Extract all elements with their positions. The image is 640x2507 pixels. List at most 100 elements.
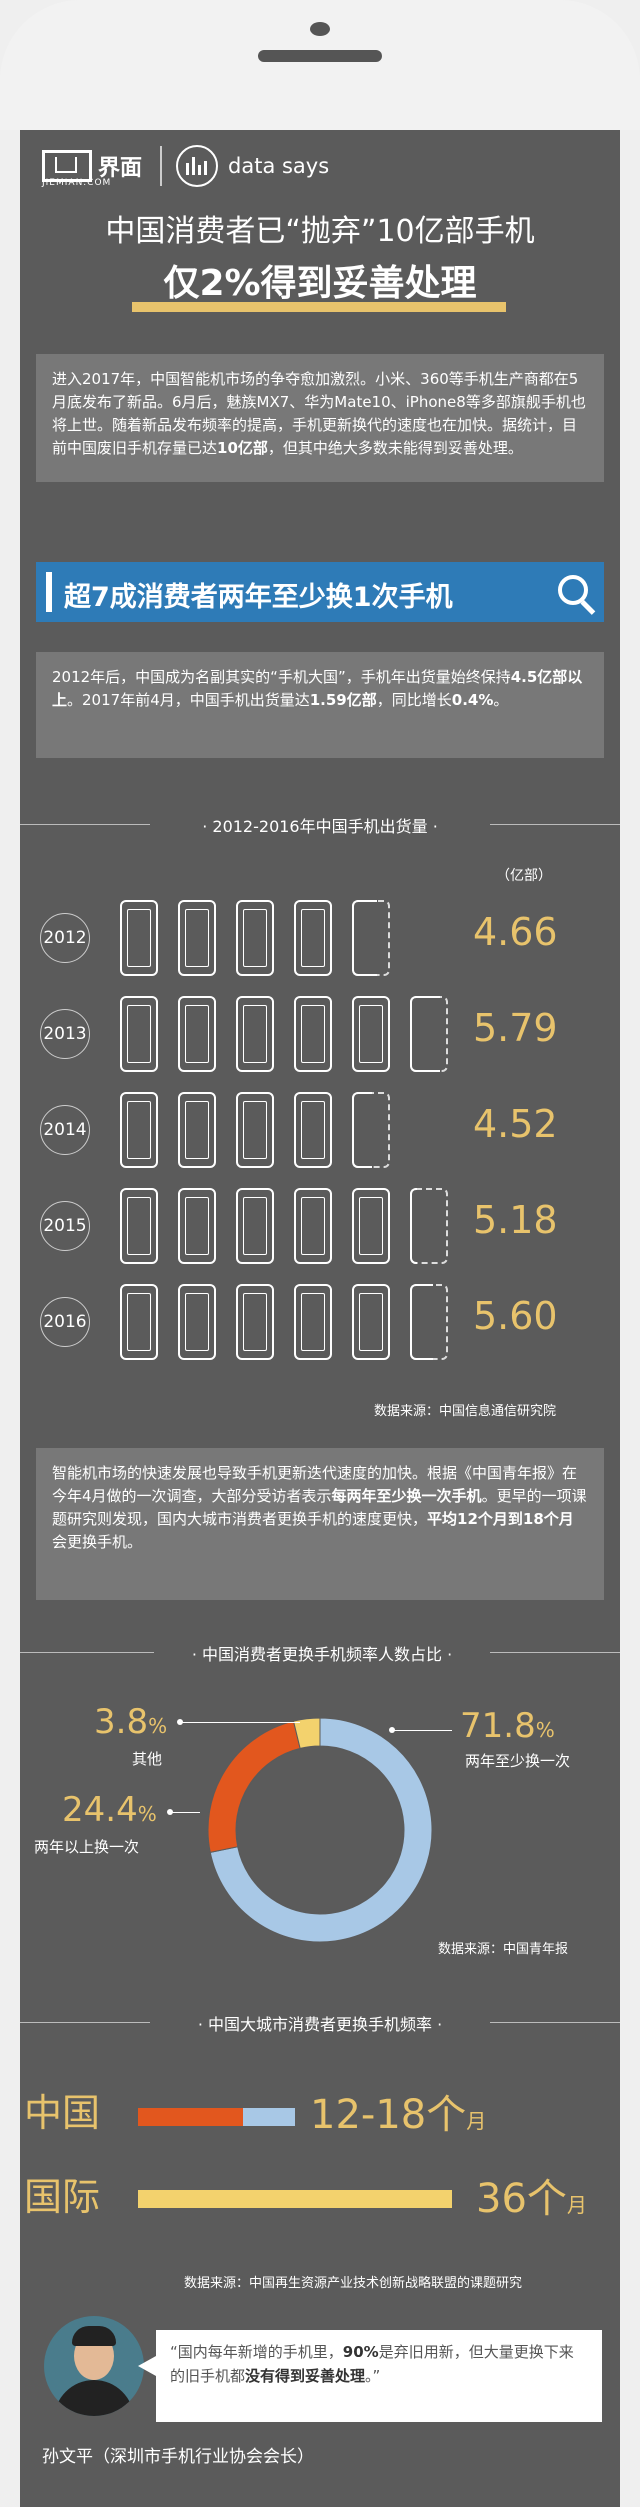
leader-line <box>392 1730 452 1731</box>
phone-icon <box>178 1284 216 1360</box>
freq-title: · 中国大城市消费者更换手机频率 · <box>150 2011 490 2035</box>
china-value-unit: 个 <box>426 2092 467 2138</box>
partial-phone-icon <box>410 996 448 1072</box>
phone-icon <box>120 996 158 1072</box>
phone-icon <box>120 1284 158 1360</box>
phone-icon <box>294 996 332 1072</box>
survey-text-3: 会更换手机。 <box>52 1533 143 1551</box>
intl-value-number: 36 <box>476 2176 527 2222</box>
intl-label: 国际 <box>24 2175 101 2219</box>
phone-icon <box>236 1284 274 1360</box>
partial-phone-icon <box>352 1092 390 1168</box>
stats-text-2: 。2017年前4月，中国手机出货量达 <box>67 691 310 709</box>
phone-row <box>120 1188 448 1268</box>
china-value-number: 12-18 <box>310 2092 427 2138</box>
intl-value-month: 月 <box>566 2193 587 2217</box>
phone-icon <box>352 996 390 1072</box>
year-label: 2016 <box>40 1297 90 1347</box>
donut-slice <box>292 1717 321 1749</box>
phone-icon <box>236 1092 274 1168</box>
leader-dot <box>167 1809 173 1815</box>
year-label: 2013 <box>40 1009 90 1059</box>
phone-row <box>120 996 448 1076</box>
search-icon-handle <box>580 600 596 615</box>
year-label: 2014 <box>40 1105 90 1155</box>
banner-text: 超7成消费者两年至少换1次手机 <box>64 582 453 613</box>
stats-bold-1: 4.5亿部以上 <box>52 668 583 709</box>
phone-icon <box>236 900 274 976</box>
leader-dot <box>177 1719 183 1725</box>
intl-value-unit: 个 <box>526 2176 567 2222</box>
partial-phone-icon <box>410 1188 448 1264</box>
stats-paragraph: 2012年后，中国成为名副其实的“手机大国”，手机年出货量始终保持4.5亿部以上… <box>36 652 604 758</box>
survey-text-1: 智能机市场的快速发展也导致手机更新迭代速度的加快。根据《中国青年报》在今年4月做… <box>52 1464 578 1505</box>
intl-bar-fill <box>138 2190 452 2208</box>
phone-icon <box>178 996 216 1072</box>
phone-icon <box>294 1092 332 1168</box>
quote-text-1: “国内每年新增的手机里， <box>170 2343 343 2361</box>
donut-category-label: 其他 <box>132 1750 163 1768</box>
china-value-month: 月 <box>466 2109 487 2133</box>
stats-text-1: 2012年后，中国成为名副其实的“手机大国”，手机年出货量始终保持 <box>52 668 511 686</box>
shipment-value: 4.52 <box>473 1102 558 1146</box>
donut-category-label: 两年至少换一次 <box>465 1752 571 1770</box>
donut-percent: 71.8% <box>460 1706 555 1746</box>
intro-paragraph: 进入2017年，中国智能机市场的争夺愈加激烈。小米、360等手机生产商都在5月底… <box>36 354 604 482</box>
phone-icon <box>178 900 216 976</box>
page-title: 中国消费者已“抛弃”10亿部手机 <box>105 214 535 249</box>
phone-icon <box>352 1284 390 1360</box>
section-banner: 超7成消费者两年至少换1次手机 <box>36 562 604 622</box>
title-underline <box>132 302 506 312</box>
intro-text-2: ，但其中绝大多数未能得到妥善处理。 <box>267 439 523 457</box>
freq-source: 数据来源：中国再生资源产业技术创新战略联盟的课题研究 <box>184 2276 523 2291</box>
intl-value: 36个月 <box>476 2166 587 2224</box>
donut-percent: 24.4% <box>62 1790 157 1830</box>
phone-icon <box>294 1188 332 1264</box>
year-label: 2012 <box>40 913 90 963</box>
quote-box: “国内每年新增的手机里，90%是弃旧用新，但大量更换下来的旧手机都没有得到妥善处… <box>156 2330 602 2422</box>
stats-bold-3: 0.4% <box>451 691 494 709</box>
phone-icon <box>178 1092 216 1168</box>
year-label: 2015 <box>40 1201 90 1251</box>
brand-url: JIEMIAN.COM <box>42 178 112 188</box>
donut-chart <box>207 1717 433 1943</box>
quote-bold-1: 90% <box>342 2343 379 2361</box>
data-says-label: data says <box>228 154 330 178</box>
stats-bold-2: 1.59亿部 <box>309 691 377 709</box>
phone-icon <box>120 1092 158 1168</box>
quote-text-3: 。” <box>365 2367 381 2385</box>
phone-icon <box>352 1188 390 1264</box>
shipment-value: 5.60 <box>473 1294 558 1338</box>
donut-hole <box>237 1747 403 1913</box>
leader-dot <box>389 1727 395 1733</box>
leader-line <box>180 1722 300 1723</box>
donut-slice <box>209 1717 433 1943</box>
china-bar-min <box>138 2108 243 2126</box>
china-value: 12-18个月 <box>310 2082 486 2140</box>
stats-text-4: 。 <box>493 691 509 709</box>
brand-name: 界面 <box>98 156 143 181</box>
avatar <box>44 2316 144 2416</box>
donut-source: 数据来源：中国青年报 <box>438 1942 569 1957</box>
brand-header: 界面 JIEMIAN.COM data says <box>42 144 329 188</box>
intro-bold-1: 10亿部 <box>217 439 268 457</box>
survey-bold-1: 每两年至少换一次手机 <box>331 1487 482 1505</box>
phone-icon <box>120 900 158 976</box>
phone-icon <box>120 1188 158 1264</box>
brand-divider <box>160 146 163 186</box>
china-label: 中国 <box>24 2091 101 2135</box>
banner-bar <box>46 572 52 612</box>
shipments-source: 数据来源：中国信息通信研究院 <box>374 1404 557 1419</box>
partial-phone-icon <box>410 1284 448 1360</box>
survey-bold-2: 平均12个月到18个月 <box>427 1510 574 1528</box>
page-subtitle: 仅2%得到妥善处理 <box>163 263 477 304</box>
shipment-value: 5.18 <box>473 1198 558 1242</box>
quote-text-2: 是弃旧用新，但大量更换下来的旧手机都 <box>170 2343 574 2385</box>
infographic-screen: 界面 JIEMIAN.COM data says 中国消费者已“抛弃”10亿部手… <box>20 130 620 2507</box>
jiemian-logo-icon <box>42 150 92 182</box>
search-icon <box>558 575 588 605</box>
intro-text-1: 进入2017年，中国智能机市场的争夺愈加激烈。小米、360等手机生产商都在5月底… <box>52 370 586 457</box>
shipment-value: 4.66 <box>473 910 558 954</box>
camera-icon <box>310 22 330 36</box>
